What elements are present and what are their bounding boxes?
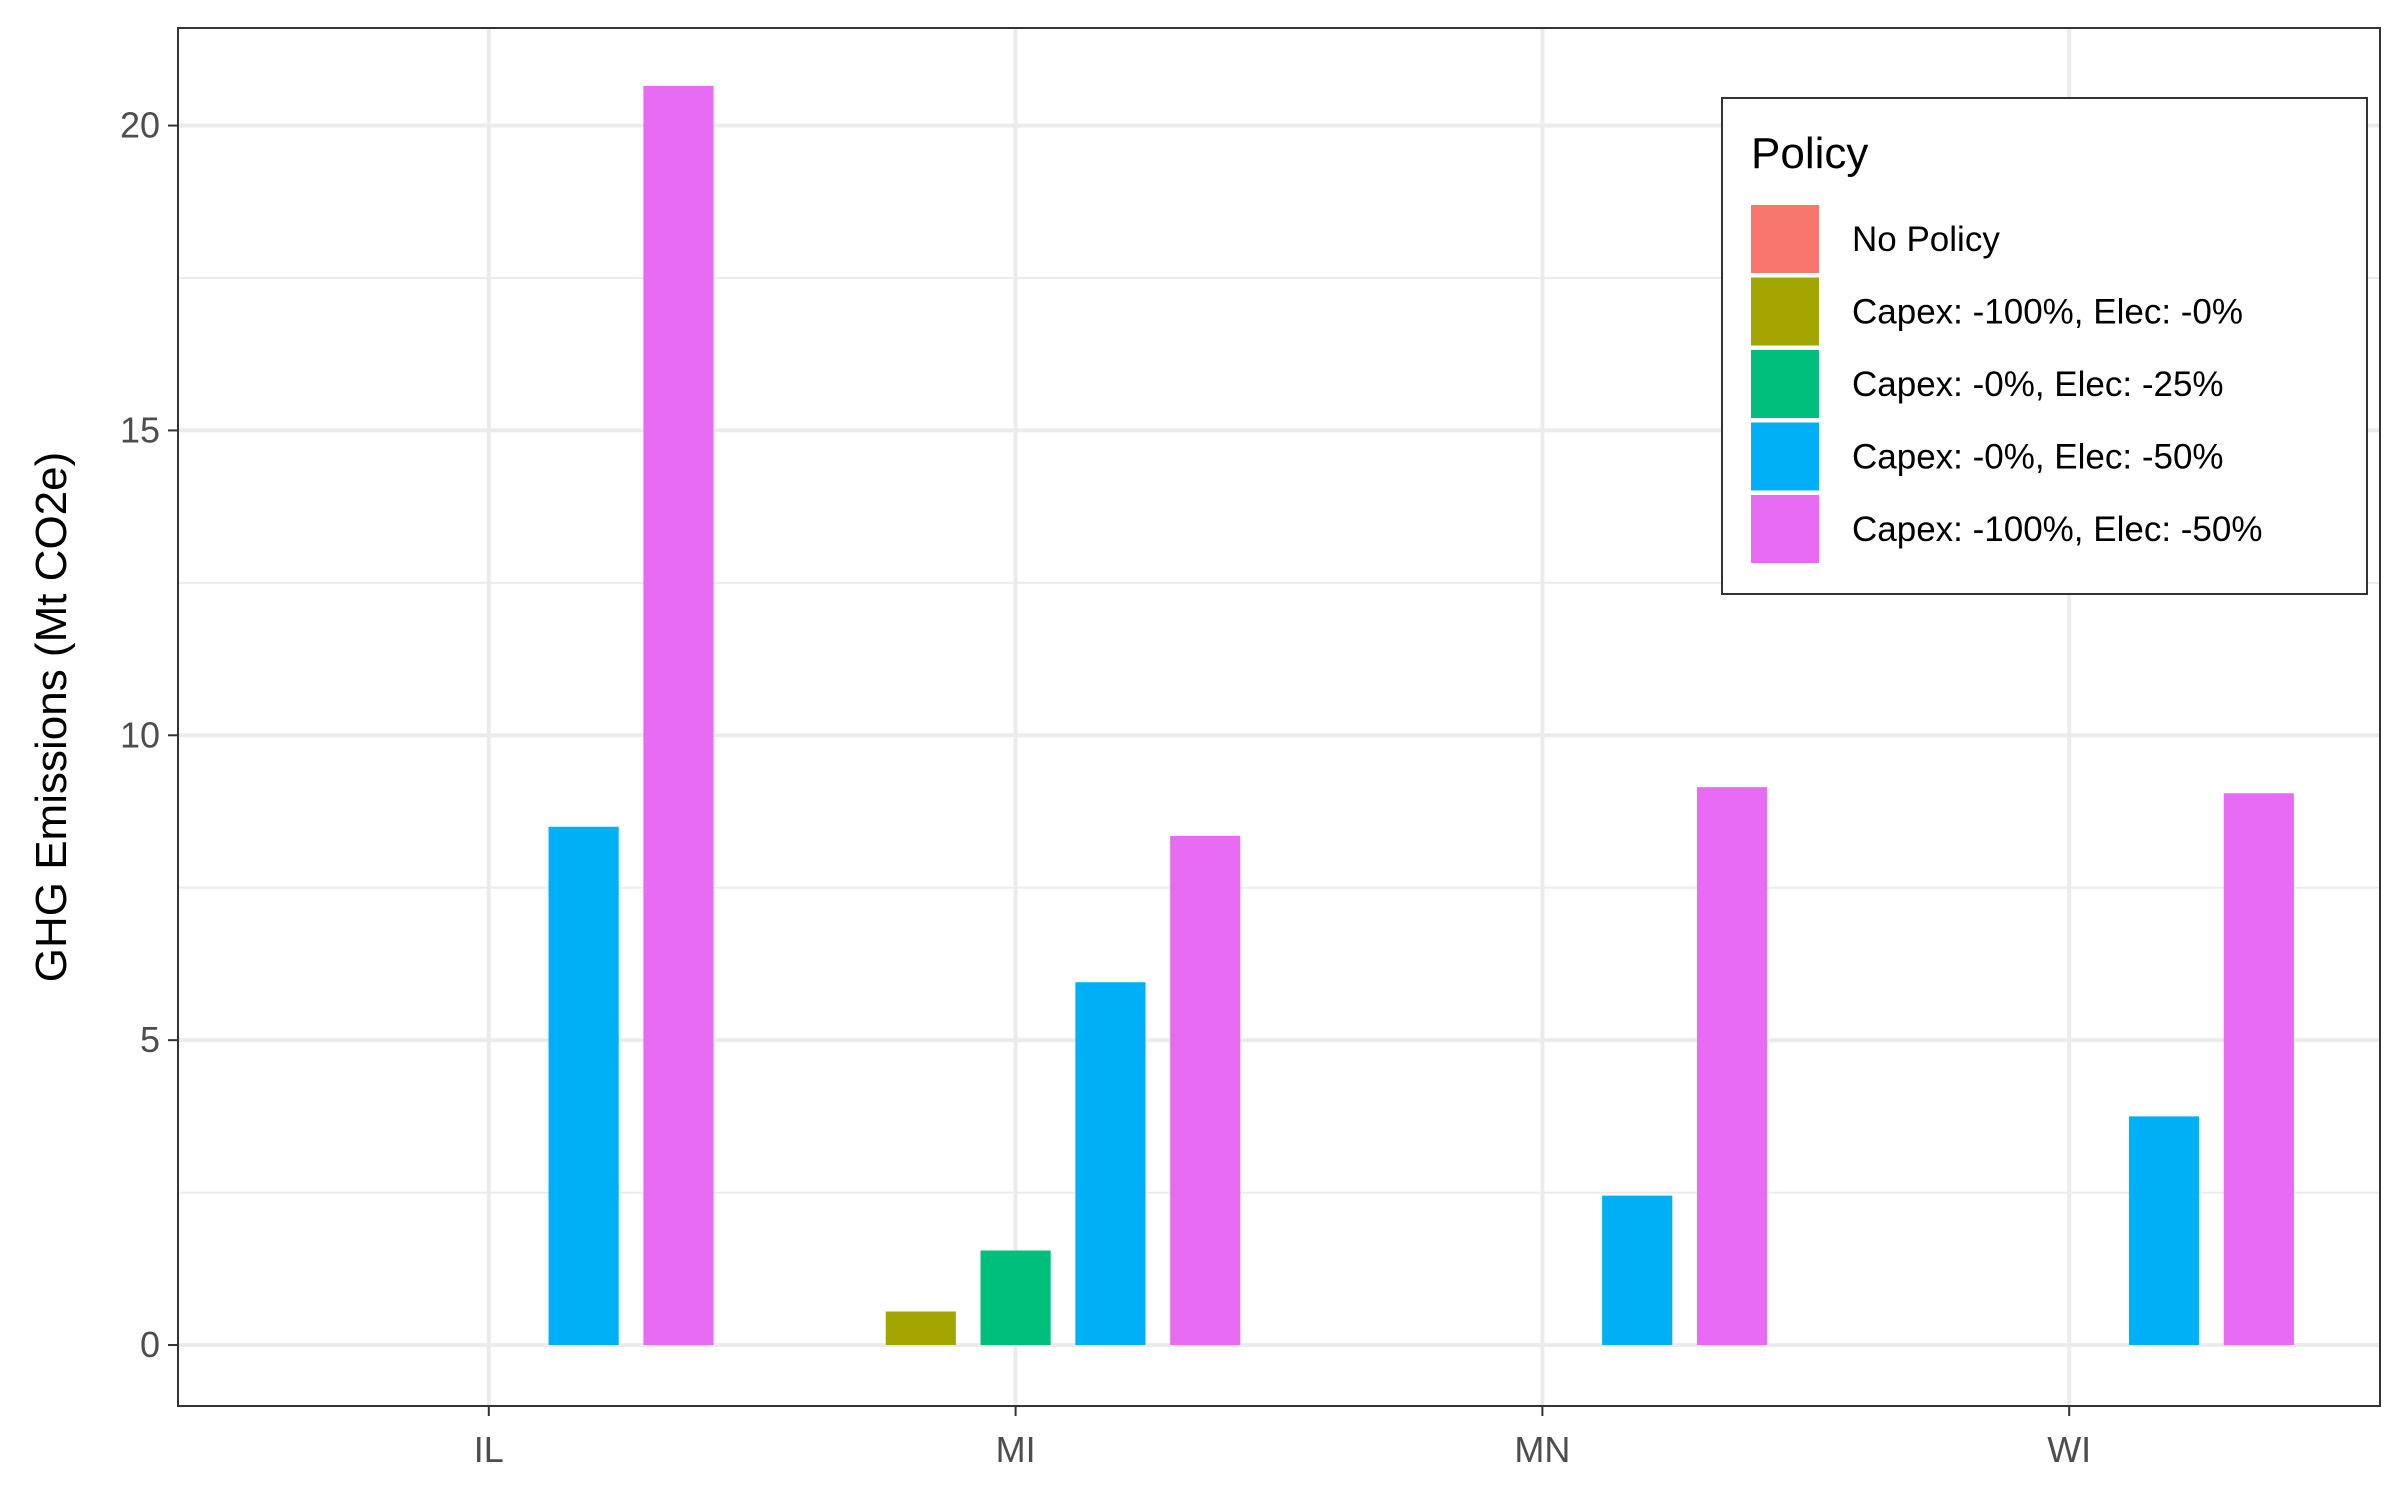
y-axis-title: GHG Emissions (Mt CO2e) — [27, 452, 76, 983]
legend-key — [1751, 495, 1819, 563]
bar-capex-0-elec-25--mi — [980, 1250, 1051, 1346]
x-tick-label: WI — [2047, 1429, 2091, 1470]
bar-capex-100-elec-50--il — [643, 85, 714, 1346]
legend-label: Capex: -100%, Elec: -50% — [1852, 510, 2262, 549]
bar-capex-100-elec-0--mi — [885, 1311, 956, 1346]
legend-title: Policy — [1751, 129, 1868, 178]
x-tick-label: MI — [996, 1429, 1036, 1470]
legend-box — [1721, 97, 2368, 595]
x-tick-label: MN — [1514, 1429, 1570, 1470]
bar-capex-100-elec-50--mn — [1696, 787, 1768, 1346]
legend-label: Capex: -0%, Elec: -25% — [1852, 365, 2224, 404]
bar-capex-100-elec-50--mi — [1170, 835, 1241, 1346]
y-tick-label: 15 — [120, 409, 160, 450]
legend-items: No Policy Capex: -100%, Elec: -0% Capex: -… — [1751, 205, 2262, 563]
legend-key — [1751, 205, 1819, 273]
axis-ticks: 0 5 10 15 20 IL MI MN WI — [120, 105, 2091, 1470]
bar-capex-0-elec-50--mi — [1075, 982, 1146, 1346]
bar-capex-0-elec-50--mn — [1602, 1195, 1673, 1346]
legend-key — [1751, 350, 1819, 418]
bar-capex-100-elec-50--wi — [2223, 793, 2294, 1346]
legend: Policy No Policy Capex: -100%, Elec: -0% C… — [1721, 97, 2368, 595]
y-tick-label: 0 — [140, 1324, 160, 1365]
y-tick-label: 5 — [140, 1019, 160, 1060]
y-tick-label: 20 — [120, 105, 160, 146]
legend-label: Capex: -0%, Elec: -50% — [1852, 438, 2224, 477]
y-tick-label: 10 — [120, 714, 160, 755]
bar-capex-0-elec-50--wi — [2128, 1116, 2200, 1346]
legend-label: No Policy — [1852, 220, 2000, 259]
bar-capex-0-elec-50--il — [548, 826, 619, 1346]
legend-label: Capex: -100%, Elec: -0% — [1852, 293, 2243, 332]
plot-border — [177, 27, 2381, 1407]
legend-key — [1751, 422, 1819, 491]
bars — [548, 85, 2294, 1346]
legend-key — [1751, 277, 1819, 346]
x-tick-label: IL — [474, 1429, 504, 1470]
